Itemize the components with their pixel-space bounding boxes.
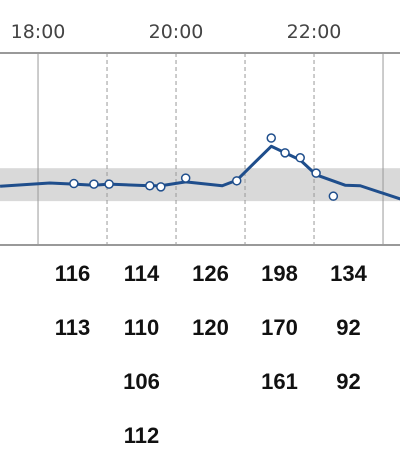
reading-value: 106	[123, 369, 160, 394]
reading-point	[156, 182, 166, 192]
reading-point	[231, 176, 242, 186]
reading-value: 198	[261, 261, 298, 286]
reading-point	[266, 133, 276, 143]
reading-point	[104, 179, 114, 189]
reading-value: 112	[124, 423, 160, 448]
reading-value: 92	[336, 315, 360, 340]
reading-value: 134	[330, 261, 367, 286]
x-tick-label: 20:00	[149, 21, 204, 43]
reading-value: 161	[261, 369, 298, 394]
reading-value: 120	[192, 315, 229, 340]
glucose-line	[0, 144, 400, 201]
x-tick-label: 22:00	[287, 21, 342, 43]
reading-value: 92	[336, 369, 360, 394]
reading-point	[328, 191, 339, 201]
reading-point	[89, 179, 99, 189]
reading-point	[295, 153, 305, 163]
x-tick-label: 18:00	[11, 21, 66, 43]
reading-point	[180, 173, 191, 183]
reading-value: 126	[192, 261, 229, 286]
reading-point	[145, 181, 155, 191]
reading-point	[311, 168, 321, 178]
reading-value: 110	[124, 315, 160, 340]
reading-value: 116	[55, 261, 91, 286]
reading-point	[69, 178, 79, 189]
reading-value: 113	[55, 315, 91, 340]
reading-value: 114	[124, 261, 160, 286]
reading-point	[280, 148, 290, 158]
reading-value: 170	[261, 315, 298, 340]
